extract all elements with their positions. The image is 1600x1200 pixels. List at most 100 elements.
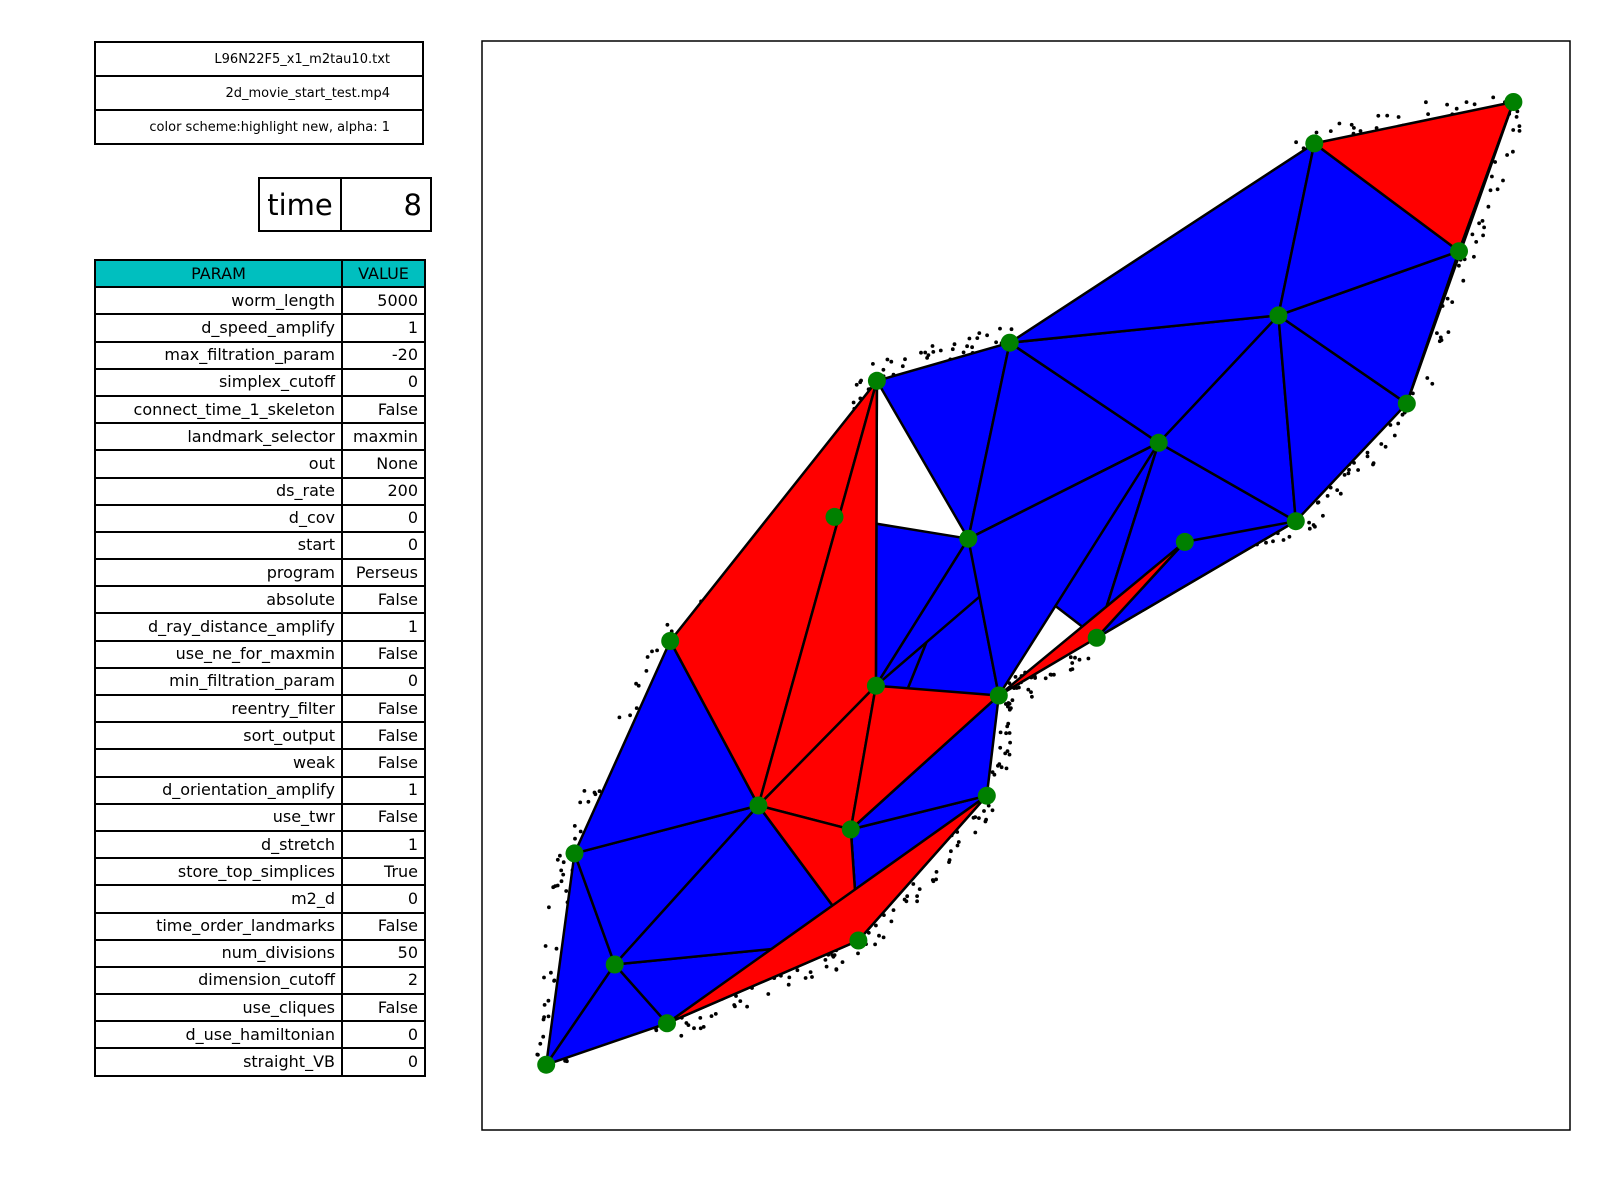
witness-point bbox=[634, 681, 638, 686]
witness-point bbox=[889, 359, 894, 364]
witness-point bbox=[1477, 221, 1481, 226]
witness-point bbox=[877, 933, 881, 938]
param-name: time_order_landmarks bbox=[94, 911, 343, 941]
witness-point bbox=[840, 960, 845, 964]
witness-point bbox=[947, 858, 952, 862]
param-row: d_use_hamiltonian 0 bbox=[94, 1020, 426, 1050]
witness-point bbox=[985, 333, 989, 338]
simplex-new bbox=[849, 684, 1001, 831]
witness-point bbox=[1501, 178, 1505, 183]
param-table: PARAM VALUE worm_length 5000 d_speed_ampli… bbox=[94, 258, 426, 1077]
landmark-point bbox=[658, 1014, 676, 1033]
landmark-point bbox=[537, 1055, 556, 1074]
witness-point bbox=[1461, 278, 1466, 283]
witness-point bbox=[1029, 690, 1033, 694]
witness-point bbox=[1445, 296, 1450, 301]
param-value: Perseus bbox=[341, 558, 426, 588]
witness-point bbox=[558, 853, 562, 858]
witness-point bbox=[1013, 675, 1018, 679]
witness-point bbox=[874, 923, 878, 928]
param-name: landmark_selector bbox=[94, 422, 343, 452]
landmark-point bbox=[1087, 628, 1106, 647]
param-row: weak False bbox=[94, 748, 426, 778]
param-name: d_ray_distance_amplify bbox=[94, 612, 343, 642]
witness-point bbox=[956, 840, 961, 844]
param-row: simplex_cutoff 0 bbox=[94, 367, 426, 397]
witness-point bbox=[998, 730, 1003, 735]
witness-point bbox=[1346, 471, 1351, 476]
param-row: use_cliques False bbox=[94, 993, 426, 1023]
param-value: 0 bbox=[341, 666, 426, 697]
witness-point bbox=[1007, 752, 1012, 757]
param-name: simplex_cutoff bbox=[94, 367, 343, 397]
witness-point bbox=[1454, 106, 1459, 111]
param-name: d_use_hamiltonian bbox=[94, 1020, 343, 1050]
witness-point bbox=[900, 364, 905, 369]
param-row: d_ray_distance_amplify 1 bbox=[94, 612, 426, 642]
witness-point bbox=[891, 908, 896, 912]
witness-point bbox=[1077, 657, 1082, 662]
witness-point bbox=[1472, 102, 1477, 107]
param-name: use_twr bbox=[94, 802, 343, 832]
witness-point bbox=[1435, 331, 1439, 335]
param-name: program bbox=[94, 558, 343, 588]
witness-point bbox=[1335, 488, 1340, 492]
witness-point bbox=[1068, 655, 1073, 660]
witness-point bbox=[561, 872, 566, 877]
witness-point bbox=[617, 715, 622, 720]
landmark-point bbox=[1450, 242, 1468, 261]
info-table: L96N22F5_x1_m2tau10.txt 2d_movie_start_t… bbox=[94, 41, 424, 145]
witness-point bbox=[1007, 707, 1012, 712]
witness-point bbox=[1043, 676, 1048, 681]
param-name: d_speed_amplify bbox=[94, 313, 343, 343]
param-rows: worm_length 5000 d_speed_amplify 1 max_filtr… bbox=[94, 286, 426, 1077]
witness-point bbox=[573, 836, 577, 841]
witness-point bbox=[1464, 100, 1469, 104]
param-name: d_stretch bbox=[94, 829, 343, 860]
witness-point bbox=[999, 765, 1004, 770]
landmark-point bbox=[977, 786, 996, 805]
witness-point bbox=[919, 350, 923, 355]
param-value: False bbox=[341, 993, 426, 1023]
param-row: min_filtration_param 0 bbox=[94, 666, 426, 697]
param-row: landmark_selector maxmin bbox=[94, 422, 426, 452]
param-name: sort_output bbox=[94, 721, 343, 751]
witness-point bbox=[856, 951, 860, 956]
witness-point bbox=[1474, 240, 1479, 244]
witness-point bbox=[665, 622, 670, 627]
witness-point bbox=[1446, 330, 1451, 334]
param-name: connect_time_1_skeleton bbox=[94, 394, 343, 425]
witness-point bbox=[824, 964, 829, 969]
witness-point bbox=[1349, 122, 1354, 127]
witness-point bbox=[970, 345, 974, 350]
witness-point bbox=[977, 816, 981, 820]
param-value: 1 bbox=[341, 775, 426, 805]
witness-point bbox=[1486, 204, 1491, 209]
witness-point bbox=[654, 1028, 659, 1033]
param-name: dimension_cutoff bbox=[94, 965, 343, 996]
witness-point bbox=[1004, 766, 1009, 771]
witness-point bbox=[1365, 454, 1370, 459]
witness-point bbox=[636, 683, 641, 688]
param-value: 0 bbox=[341, 367, 426, 397]
param-value: False bbox=[341, 693, 426, 724]
witness-point bbox=[709, 1014, 714, 1018]
witness-point bbox=[830, 953, 835, 957]
witness-point bbox=[990, 770, 995, 775]
param-row: d_cov 0 bbox=[94, 503, 426, 533]
param-row: straight_VB 0 bbox=[94, 1047, 426, 1077]
param-name: out bbox=[94, 449, 343, 479]
param-value: 5000 bbox=[341, 286, 426, 316]
witness-point bbox=[986, 803, 991, 808]
witness-point bbox=[686, 1023, 691, 1027]
param-value: 2 bbox=[341, 965, 426, 996]
witness-point bbox=[915, 899, 919, 904]
witness-point bbox=[1342, 473, 1347, 477]
witness-point bbox=[866, 930, 871, 935]
witness-point bbox=[1517, 124, 1522, 128]
landmark-point bbox=[605, 955, 624, 974]
witness-point bbox=[967, 336, 972, 341]
witness-point bbox=[1400, 412, 1405, 417]
witness-point bbox=[1437, 339, 1442, 344]
witness-point bbox=[998, 326, 1002, 331]
